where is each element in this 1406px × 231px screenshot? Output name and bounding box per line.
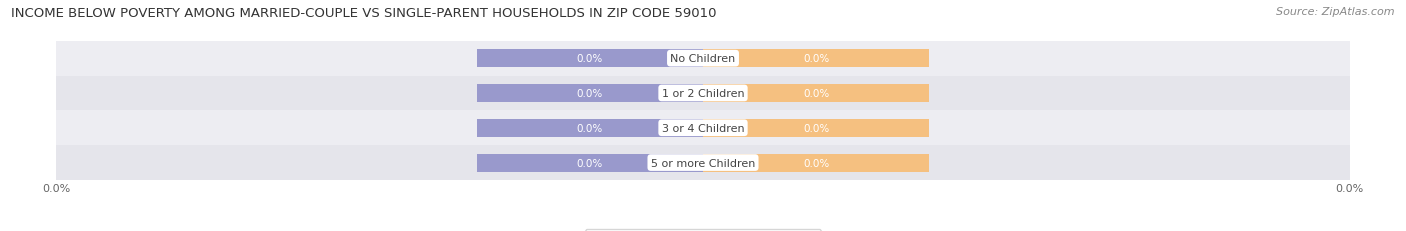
Text: 1 or 2 Children: 1 or 2 Children (662, 88, 744, 99)
Text: 0.0%: 0.0% (576, 54, 603, 64)
Text: 0.0%: 0.0% (803, 158, 830, 168)
Bar (56, 111, 1350, 146)
Text: 3 or 4 Children: 3 or 4 Children (662, 123, 744, 133)
Text: No Children: No Children (671, 54, 735, 64)
Bar (477, 50, 703, 68)
Bar (56, 146, 1350, 180)
Text: 0.0%: 0.0% (803, 123, 830, 133)
Bar (56, 76, 1350, 111)
Text: 0.0%: 0.0% (803, 54, 830, 64)
Text: Source: ZipAtlas.com: Source: ZipAtlas.com (1277, 7, 1395, 17)
Bar (477, 154, 703, 172)
Bar (703, 154, 929, 172)
Text: 0.0%: 0.0% (803, 88, 830, 99)
Text: 0.0%: 0.0% (576, 88, 603, 99)
Bar (703, 119, 929, 137)
Text: 5 or more Children: 5 or more Children (651, 158, 755, 168)
Text: 0.0%: 0.0% (576, 123, 603, 133)
Bar (477, 119, 703, 137)
Bar (703, 50, 929, 68)
Bar (703, 85, 929, 103)
Text: 0.0%: 0.0% (576, 158, 603, 168)
Bar (56, 42, 1350, 76)
Bar (477, 85, 703, 103)
Legend: Married Couples, Single Parents: Married Couples, Single Parents (585, 229, 821, 231)
Text: INCOME BELOW POVERTY AMONG MARRIED-COUPLE VS SINGLE-PARENT HOUSEHOLDS IN ZIP COD: INCOME BELOW POVERTY AMONG MARRIED-COUPL… (11, 7, 717, 20)
